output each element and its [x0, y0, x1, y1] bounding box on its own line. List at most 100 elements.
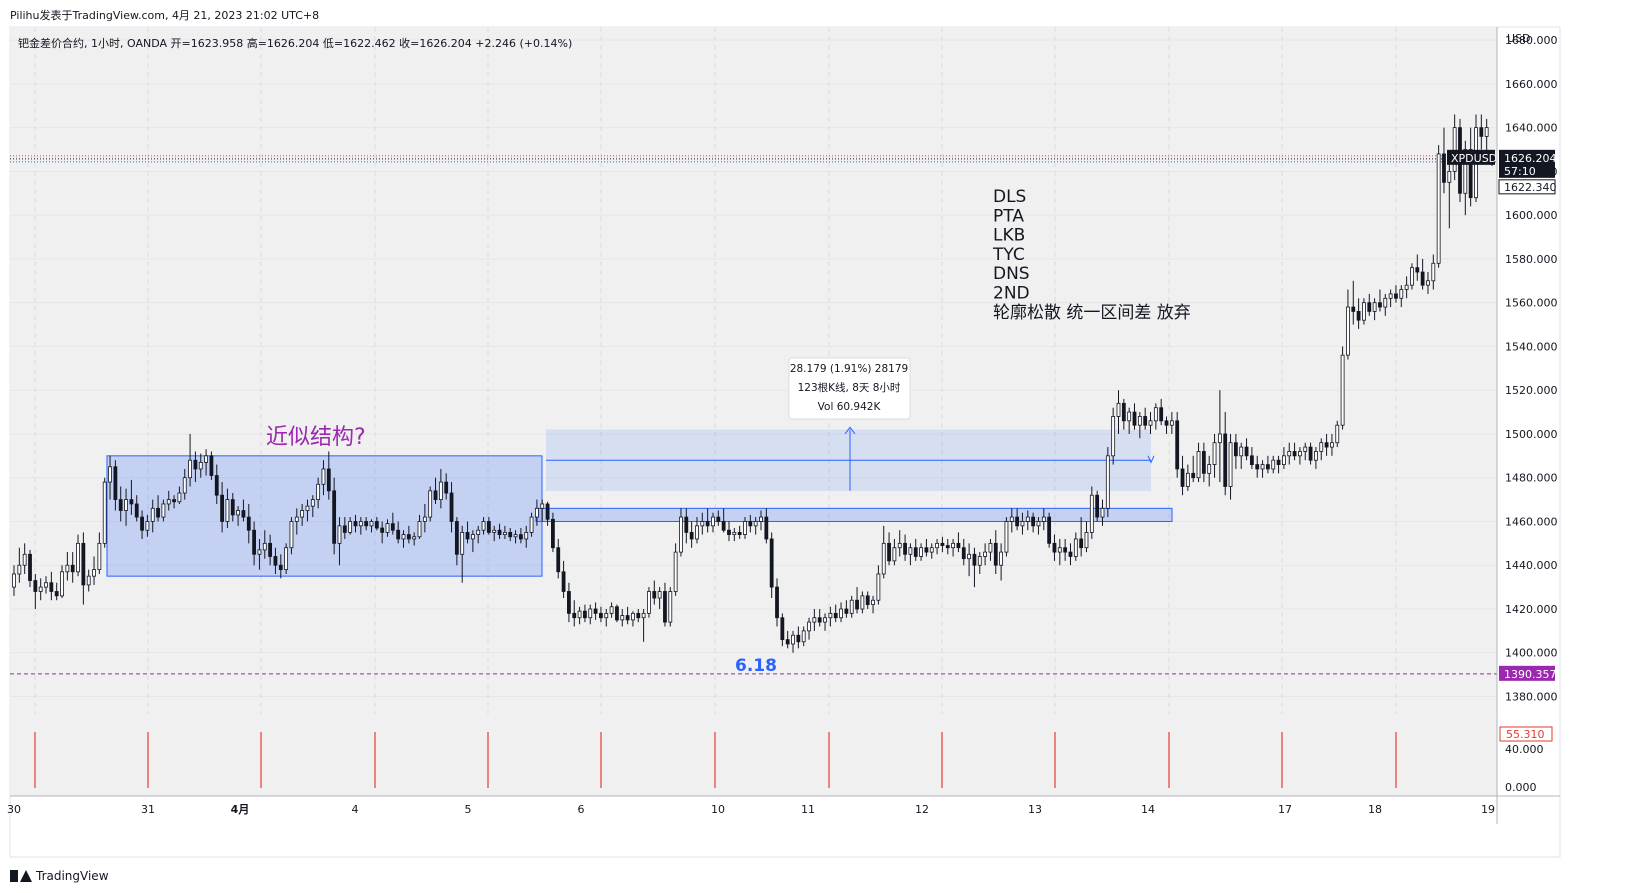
candle [401, 530, 406, 548]
candle-body [1121, 402, 1126, 422]
candle [1132, 403, 1137, 430]
candle-body [284, 547, 289, 570]
candle-body [1132, 411, 1137, 426]
candle-body [1484, 127, 1489, 137]
candle-body [625, 615, 630, 621]
candle [92, 556, 96, 585]
candle-body [1415, 267, 1420, 273]
candle-body [1314, 451, 1318, 461]
candle [1452, 114, 1457, 181]
candle-body [337, 525, 342, 544]
time-axis[interactable]: 30 31 4月 4 5 6 10 11 12 13 14 17 18 19 [7, 803, 1495, 816]
candle [1378, 289, 1382, 312]
candle [188, 433, 192, 487]
candle-body [668, 591, 673, 623]
candle [647, 587, 651, 618]
candle [1100, 499, 1105, 526]
candle-body [620, 615, 625, 621]
resistance-box [535, 507, 1173, 522]
candle-body [390, 523, 395, 531]
candle-body [1105, 455, 1110, 509]
candle-body [700, 521, 705, 527]
candle [1095, 490, 1100, 522]
footer-brand[interactable]: TradingView [10, 869, 109, 883]
candle-body [1164, 420, 1169, 426]
candle [689, 521, 694, 548]
candle-body [727, 529, 731, 535]
candle-body [1169, 420, 1174, 426]
price-tick-label: 1540.000 [1505, 340, 1558, 353]
candle-body [631, 612, 635, 621]
candle-body [1362, 302, 1366, 321]
candle [140, 510, 144, 539]
candle-body [828, 612, 833, 619]
candle-body [545, 503, 550, 520]
candle [337, 517, 342, 566]
candle-body [1447, 171, 1452, 183]
candle [1153, 403, 1158, 430]
candle [673, 543, 678, 596]
currency-label: USD [1507, 32, 1531, 45]
candle-body [172, 499, 176, 503]
candle [775, 578, 779, 627]
candle [284, 543, 289, 574]
candle [940, 536, 945, 553]
candle-body [732, 532, 737, 535]
candle-body [1047, 516, 1052, 544]
drawing-boxes[interactable] [10, 155, 1497, 675]
candle-body [1383, 297, 1388, 308]
candle-body [1153, 407, 1158, 422]
candle [828, 606, 833, 627]
candle-body [1420, 271, 1425, 286]
candle-body [236, 510, 241, 516]
candle-body [342, 525, 347, 533]
candle [1031, 512, 1036, 533]
candle [657, 587, 662, 609]
candle [1468, 127, 1473, 207]
candle-body [44, 582, 48, 588]
candle-body [38, 586, 43, 592]
candle-body [983, 551, 988, 557]
candle-body [636, 612, 641, 619]
candle-body [609, 606, 614, 614]
candle [668, 587, 673, 627]
candle [1020, 512, 1025, 535]
candle-body [817, 617, 822, 623]
candle-body [588, 608, 593, 619]
candle-body [1249, 455, 1254, 465]
candle [497, 523, 502, 539]
last-price-badge [1499, 149, 1555, 178]
candle [369, 519, 374, 533]
candle [508, 528, 513, 542]
candle-body [1479, 127, 1484, 137]
candle [86, 569, 91, 592]
note-line: 2ND [993, 284, 1030, 304]
candle-body [1442, 153, 1446, 183]
candle [406, 525, 411, 544]
price-tick-label: 1420.000 [1505, 603, 1558, 616]
candle-body [695, 525, 699, 540]
candle [305, 499, 310, 522]
candle [743, 517, 747, 539]
volume-value-badge [1499, 726, 1553, 742]
candle-body [1292, 451, 1297, 457]
candle [1105, 447, 1110, 518]
candle-body [988, 542, 993, 553]
candle [748, 514, 753, 533]
candle [193, 451, 198, 483]
candle-body [1137, 416, 1142, 426]
candle-body [1100, 507, 1105, 518]
time-tick-label: 14 [1141, 803, 1155, 816]
candle-body [945, 545, 950, 549]
candle [577, 606, 582, 625]
candle-body [294, 516, 299, 522]
volume-pane [10, 716, 1497, 796]
candle [903, 534, 907, 561]
candle [97, 532, 102, 574]
candle [1426, 272, 1430, 294]
price-axis[interactable]: USD1680.0001660.0001640.0001620.0001600.… [10, 27, 1560, 824]
structure-label: 近似结构? [266, 425, 366, 450]
price-tick-label: 1480.000 [1505, 472, 1558, 485]
candle [268, 534, 273, 566]
